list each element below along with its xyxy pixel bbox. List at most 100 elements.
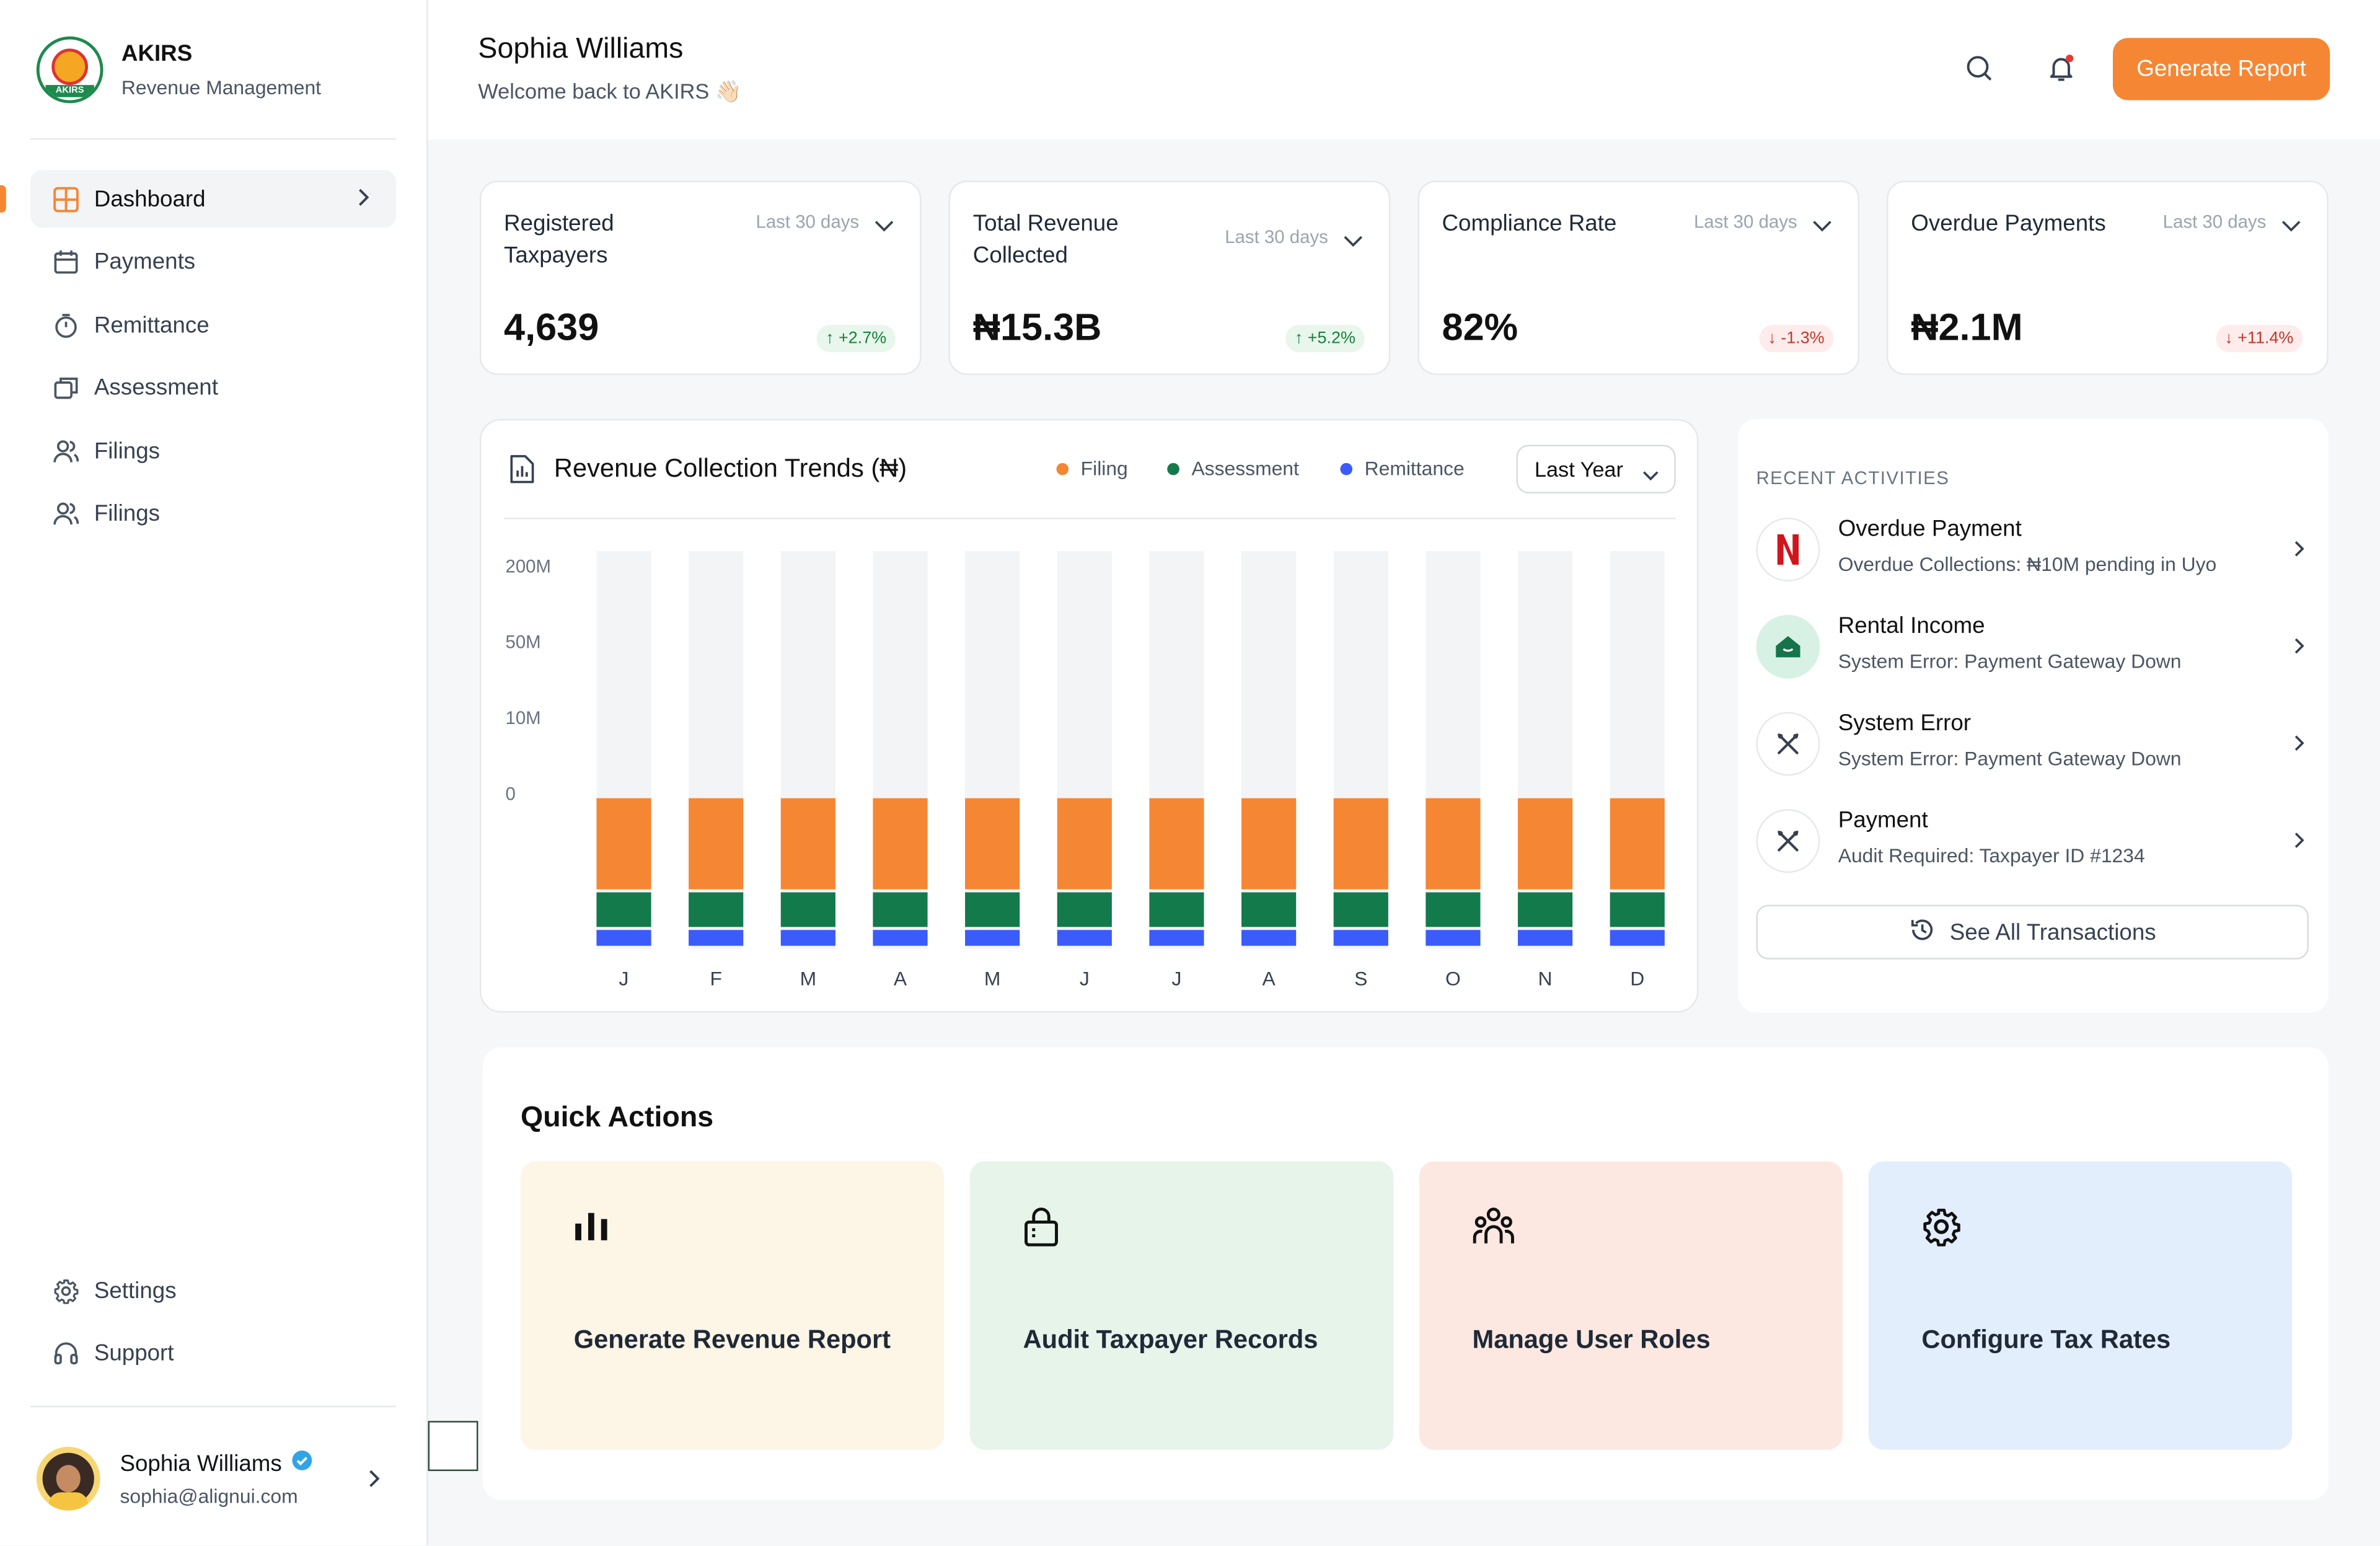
chevron-right-icon [2293, 635, 2304, 662]
x-tick-label: A [894, 967, 907, 989]
legend-dot [1167, 462, 1179, 475]
x-tick-label: M [984, 967, 1001, 989]
y-tick-label: 10M [506, 708, 541, 728]
sidebar-item-payments[interactable]: Payments [30, 233, 396, 291]
chevron-right-icon [357, 187, 369, 213]
bar-chart-icon [574, 1207, 610, 1251]
bar-segment-assessment [780, 892, 835, 927]
stat-card-registered-taxpayers: Registered Taxpayers Last 30 days 4,639 … [479, 180, 922, 375]
activity-item[interactable]: Rental Income System Error: Payment Gate… [1756, 613, 2310, 683]
sidebar-item-assessment[interactable]: Assessment [30, 359, 396, 417]
bar-segment-assessment [1610, 892, 1665, 927]
sidebar-item-filings-2[interactable]: Filings [30, 485, 396, 542]
stat-value: ₦2.1M [1911, 306, 2023, 350]
chevron-down-icon[interactable] [1812, 213, 1832, 240]
x-tick-label: F [710, 967, 721, 989]
change-badge: ↓ +11.4% [2215, 325, 2303, 353]
date-range-select[interactable]: Last 30 days [2162, 211, 2267, 232]
quick-action-generate-report[interactable]: Generate Revenue Report [521, 1161, 945, 1450]
active-indicator [0, 185, 6, 213]
bell-icon[interactable] [2045, 51, 2078, 85]
bar-segment-remittance [780, 930, 835, 946]
bar-segment-assessment [1426, 892, 1481, 927]
x-tick-label: O [1445, 967, 1461, 989]
tools-icon [1756, 809, 1820, 873]
bar-segment-filing [1333, 798, 1388, 890]
legend-item-assessment: Assessment [1167, 457, 1299, 480]
bar-segment-filing [1149, 798, 1204, 890]
sidebar-item-settings[interactable]: Settings [30, 1261, 396, 1319]
period-select[interactable]: Last Year [1516, 444, 1676, 493]
date-range-select[interactable]: Last 30 days [756, 211, 860, 232]
gear-icon [51, 1277, 79, 1304]
user-profile[interactable]: Sophia Williams sophia@alignui.com [36, 1445, 389, 1512]
activity-item[interactable]: System Error System Error: Payment Gatew… [1756, 710, 2310, 780]
sidebar-item-label: Filings [94, 438, 161, 464]
x-tick-label: D [1630, 967, 1644, 989]
sidebar-bottom-nav: Settings Support [30, 1261, 396, 1387]
arrow-up-icon: ↑ [1294, 329, 1303, 348]
quick-action-manage-roles[interactable]: Manage User Roles [1419, 1161, 1843, 1450]
x-tick-label: M [800, 967, 817, 989]
stat-card-compliance-rate: Compliance Rate Last 30 days 82% ↓ -1.3% [1417, 180, 1860, 375]
bar-segment-remittance [1517, 930, 1573, 946]
user-name: Sophia Williams [120, 1451, 282, 1477]
bar-segment-assessment [965, 892, 1020, 927]
legend-item-filing: Filing [1056, 457, 1128, 480]
generate-report-button[interactable]: Generate Report [2112, 38, 2330, 100]
bar-segment-remittance [689, 930, 744, 946]
bar-segment-remittance [1057, 930, 1112, 946]
activity-title: Rental Income [1838, 613, 1985, 640]
sidebar-item-remittance[interactable]: Remittance [30, 296, 396, 354]
activity-subtitle: Audit Required: Taxpayer ID #1234 [1838, 844, 2145, 867]
history-icon [1909, 916, 1935, 948]
bar-segment-remittance [965, 930, 1020, 946]
sidebar-item-label: Settings [94, 1277, 177, 1304]
quick-action-configure-tax[interactable]: Configure Tax Rates [1868, 1161, 2292, 1450]
change-badge: ↑ +5.2% [1285, 325, 1365, 353]
recent-activities-panel: RECENT ACTIVITIES Overdue Payment Overdu… [1738, 418, 2329, 1013]
search-icon[interactable] [1963, 51, 1996, 85]
legend-dot [1340, 462, 1353, 475]
chevron-right-icon [2293, 731, 2304, 759]
bar-segment-filing [780, 798, 835, 890]
sidebar-item-dashboard[interactable]: Dashboard [0, 170, 397, 228]
stat-value: 82% [1442, 306, 1518, 350]
quick-action-label: Generate Revenue Report [573, 1325, 891, 1354]
x-tick-label: J [1171, 967, 1181, 989]
top-header: Sophia Williams Welcome back to AKIRS 👋🏻… [428, 0, 2380, 140]
bar-segment-assessment [1149, 892, 1204, 927]
verified-badge-icon [291, 1450, 312, 1477]
brand-title: AKIRS [121, 41, 193, 67]
change-badge: ↑ +2.7% [816, 325, 896, 353]
date-range-select[interactable]: Last 30 days [1225, 226, 1328, 248]
bar-segment-filing [689, 798, 744, 890]
activity-item[interactable]: Overdue Payment Overdue Collections: ₦10… [1756, 516, 2310, 586]
change-badge: ↓ -1.3% [1758, 325, 1834, 353]
chevron-down-icon[interactable] [1343, 227, 1363, 255]
chevron-down-icon[interactable] [875, 213, 894, 240]
brand[interactable]: AKIRS AKIRS Revenue Management [36, 36, 321, 104]
x-tick-label: S [1354, 967, 1367, 989]
bar-segment-remittance [873, 930, 928, 946]
tools-icon [1756, 712, 1820, 776]
quick-action-label: Audit Taxpayer Records [1023, 1325, 1318, 1354]
sidebar-item-filings[interactable]: Filings [30, 422, 396, 480]
stat-value: ₦15.3B [972, 306, 1102, 350]
bar-segment-remittance [596, 930, 651, 946]
activity-subtitle: Overdue Collections: ₦10M pending in Uyo [1838, 552, 2217, 576]
chart-title: Revenue Collection Trends (₦) [553, 454, 907, 483]
see-all-transactions-button[interactable]: See All Transactions [1756, 904, 2309, 960]
activity-item[interactable]: Payment Audit Required: Taxpayer ID #123… [1756, 808, 2310, 878]
layers-icon [51, 374, 79, 402]
sidebar-item-support[interactable]: Support [30, 1325, 396, 1382]
sidebar-item-label: Support [94, 1340, 174, 1367]
home-icon [1756, 614, 1820, 679]
chevron-down-icon[interactable] [2281, 213, 2301, 240]
selection-square[interactable] [428, 1421, 478, 1472]
quick-action-audit-records[interactable]: Audit Taxpayer Records [969, 1161, 1394, 1450]
chevron-right-icon [2293, 537, 2304, 565]
bar-segment-assessment [1241, 892, 1297, 927]
date-range-select[interactable]: Last 30 days [1693, 211, 1797, 232]
bar-segment-filing [873, 798, 928, 890]
